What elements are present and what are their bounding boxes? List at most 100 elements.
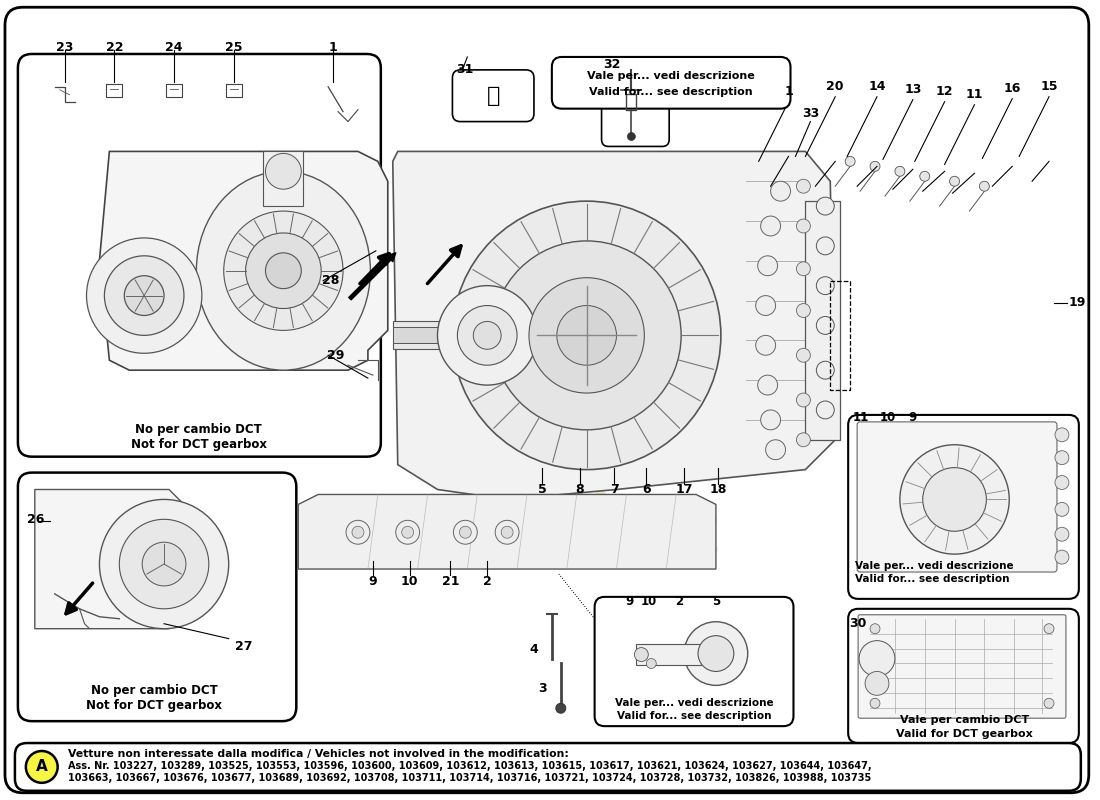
FancyBboxPatch shape bbox=[552, 57, 791, 109]
Circle shape bbox=[346, 520, 370, 544]
Text: 27: 27 bbox=[235, 640, 252, 653]
FancyBboxPatch shape bbox=[6, 7, 1089, 793]
Text: 18: 18 bbox=[710, 483, 727, 496]
Circle shape bbox=[949, 176, 959, 186]
Text: 3: 3 bbox=[539, 682, 547, 695]
Circle shape bbox=[920, 171, 929, 182]
Text: 5: 5 bbox=[538, 483, 547, 496]
Polygon shape bbox=[99, 151, 388, 370]
Text: 13: 13 bbox=[904, 83, 922, 96]
Circle shape bbox=[99, 499, 229, 629]
Text: Vale per... vedi descrizione: Vale per... vedi descrizione bbox=[855, 561, 1014, 571]
FancyBboxPatch shape bbox=[452, 70, 534, 122]
Circle shape bbox=[923, 468, 987, 531]
Circle shape bbox=[87, 238, 201, 354]
FancyBboxPatch shape bbox=[18, 54, 381, 457]
Circle shape bbox=[26, 751, 57, 783]
Circle shape bbox=[245, 233, 321, 309]
FancyBboxPatch shape bbox=[858, 614, 1066, 718]
Text: 29: 29 bbox=[328, 349, 344, 362]
Text: 21: 21 bbox=[442, 575, 459, 589]
Circle shape bbox=[756, 335, 775, 355]
Circle shape bbox=[119, 519, 209, 609]
Text: A: A bbox=[36, 759, 47, 774]
Circle shape bbox=[816, 401, 834, 419]
FancyBboxPatch shape bbox=[18, 473, 296, 721]
Circle shape bbox=[1055, 450, 1069, 465]
Text: Valid for DCT gearbox: Valid for DCT gearbox bbox=[896, 729, 1033, 739]
Text: 23: 23 bbox=[56, 41, 74, 54]
Circle shape bbox=[458, 306, 517, 365]
Circle shape bbox=[761, 410, 781, 430]
Bar bbox=[393, 327, 592, 343]
Text: 2: 2 bbox=[483, 575, 492, 589]
Circle shape bbox=[845, 156, 855, 166]
Text: 25: 25 bbox=[224, 41, 242, 54]
Circle shape bbox=[265, 154, 301, 190]
Polygon shape bbox=[298, 494, 716, 569]
Text: 26: 26 bbox=[28, 513, 44, 526]
Text: 24: 24 bbox=[165, 41, 183, 54]
Circle shape bbox=[223, 211, 343, 330]
Text: Not for DCT gearbox: Not for DCT gearbox bbox=[131, 438, 267, 451]
Circle shape bbox=[698, 636, 734, 671]
Text: 15: 15 bbox=[1041, 80, 1058, 94]
Circle shape bbox=[900, 445, 1009, 554]
FancyBboxPatch shape bbox=[15, 743, 1081, 790]
Circle shape bbox=[796, 393, 811, 407]
Text: 10: 10 bbox=[641, 595, 658, 608]
Circle shape bbox=[766, 440, 785, 460]
Text: 28: 28 bbox=[322, 274, 340, 287]
Circle shape bbox=[859, 641, 895, 677]
Text: 2: 2 bbox=[675, 595, 683, 608]
Text: 9: 9 bbox=[625, 595, 634, 608]
Circle shape bbox=[796, 433, 811, 446]
Circle shape bbox=[684, 622, 748, 686]
FancyBboxPatch shape bbox=[848, 415, 1079, 599]
Text: 20: 20 bbox=[826, 80, 844, 94]
Circle shape bbox=[529, 278, 645, 393]
Text: 11: 11 bbox=[966, 88, 983, 102]
Text: 6: 6 bbox=[642, 483, 650, 496]
Circle shape bbox=[492, 241, 681, 430]
Text: 22: 22 bbox=[106, 41, 123, 54]
Circle shape bbox=[1055, 502, 1069, 516]
Circle shape bbox=[1055, 527, 1069, 541]
Circle shape bbox=[1055, 550, 1069, 564]
Circle shape bbox=[396, 520, 419, 544]
Circle shape bbox=[816, 317, 834, 334]
Circle shape bbox=[758, 256, 778, 276]
Text: No per cambio DCT: No per cambio DCT bbox=[135, 423, 262, 436]
Circle shape bbox=[495, 520, 519, 544]
Circle shape bbox=[816, 277, 834, 294]
Circle shape bbox=[124, 276, 164, 315]
Circle shape bbox=[473, 322, 502, 350]
FancyBboxPatch shape bbox=[602, 57, 669, 146]
Circle shape bbox=[556, 703, 565, 714]
Circle shape bbox=[635, 647, 648, 662]
Text: 103663, 103667, 103676, 103677, 103689, 103692, 103708, 103711, 103714, 103716, : 103663, 103667, 103676, 103677, 103689, … bbox=[67, 773, 871, 783]
Text: Not for DCT gearbox: Not for DCT gearbox bbox=[86, 698, 222, 712]
Text: Ass. Nr. 103227, 103289, 103525, 103553, 103596, 103600, 103609, 103612, 103613,: Ass. Nr. 103227, 103289, 103525, 103553,… bbox=[67, 761, 871, 771]
Circle shape bbox=[265, 253, 301, 289]
Text: 1: 1 bbox=[329, 41, 338, 54]
Ellipse shape bbox=[197, 171, 371, 370]
Text: 11: 11 bbox=[852, 411, 869, 424]
Text: 30: 30 bbox=[849, 618, 867, 630]
Text: 1: 1 bbox=[784, 86, 793, 98]
Circle shape bbox=[796, 179, 811, 193]
Circle shape bbox=[796, 348, 811, 362]
Text: Vale per cambio DCT: Vale per cambio DCT bbox=[900, 715, 1030, 725]
Circle shape bbox=[895, 166, 905, 176]
Polygon shape bbox=[35, 490, 199, 629]
Circle shape bbox=[816, 197, 834, 215]
Text: Vetture non interessate dalla modifica / Vehicles not involved in the modificati: Vetture non interessate dalla modifica /… bbox=[67, 749, 569, 759]
Circle shape bbox=[796, 219, 811, 233]
Circle shape bbox=[870, 698, 880, 708]
Polygon shape bbox=[393, 151, 835, 499]
Circle shape bbox=[1055, 475, 1069, 490]
Circle shape bbox=[453, 520, 477, 544]
Circle shape bbox=[870, 162, 880, 171]
Bar bbox=[99, 281, 134, 310]
Text: Vale per... vedi descrizione: Vale per... vedi descrizione bbox=[587, 71, 755, 81]
